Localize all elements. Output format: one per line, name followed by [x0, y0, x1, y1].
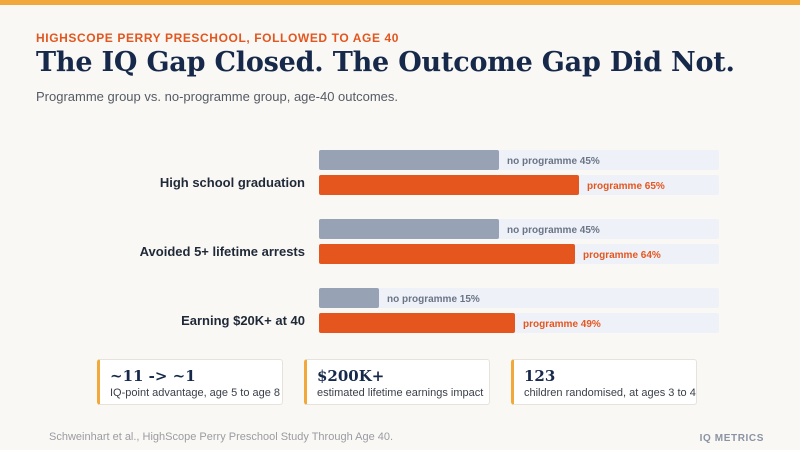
page-title: The IQ Gap Closed. The Outcome Gap Did N… — [36, 47, 735, 78]
data-label: programme 65% — [587, 181, 665, 192]
category-label: Earning $20K+ at 40 — [181, 313, 305, 328]
bar-programme — [319, 244, 575, 264]
stat-label: estimated lifetime earnings impact — [317, 387, 484, 399]
data-label: programme 49% — [523, 319, 601, 330]
page-subtitle: Programme group vs. no-programme group, … — [36, 89, 399, 104]
bar-programme — [319, 175, 579, 195]
kicker-text: HIGHSCOPE PERRY PRESCHOOL, FOLLOWED TO A… — [36, 31, 400, 45]
bar-track — [319, 288, 719, 308]
category-label: Avoided 5+ lifetime arrests — [140, 244, 305, 259]
stat-card-children: 123 children randomised, at ages 3 to 4 — [511, 359, 697, 405]
data-label: programme 64% — [583, 250, 661, 261]
data-label: no programme 45% — [507, 225, 600, 236]
stat-value: $200K+ — [317, 367, 385, 385]
stat-value: 123 — [524, 367, 556, 385]
stat-card-iq: ~11 -> ~1 IQ-point advantage, age 5 to a… — [97, 359, 283, 405]
bar-no-programme — [319, 150, 499, 170]
bar-no-programme — [319, 288, 379, 308]
stat-card-earnings: $200K+ estimated lifetime earnings impac… — [304, 359, 490, 405]
bar-programme — [319, 313, 515, 333]
brand-logo-text: IQ METRICS — [699, 433, 764, 444]
stat-label: IQ-point advantage, age 5 to age 8 — [110, 387, 281, 399]
bar-no-programme — [319, 219, 499, 239]
category-label: High school graduation — [160, 175, 305, 190]
stat-label: children randomised, at ages 3 to 4 — [524, 387, 696, 399]
stat-value: ~11 -> ~1 — [110, 367, 196, 385]
outcome-bar-chart: High school graduation no programme 45% pr… — [140, 150, 719, 333]
data-label: no programme 15% — [387, 294, 480, 305]
data-label: no programme 45% — [507, 156, 600, 167]
top-accent-bar — [0, 0, 800, 5]
source-citation: Schweinhart et al., HighScope Perry Pres… — [49, 431, 394, 443]
